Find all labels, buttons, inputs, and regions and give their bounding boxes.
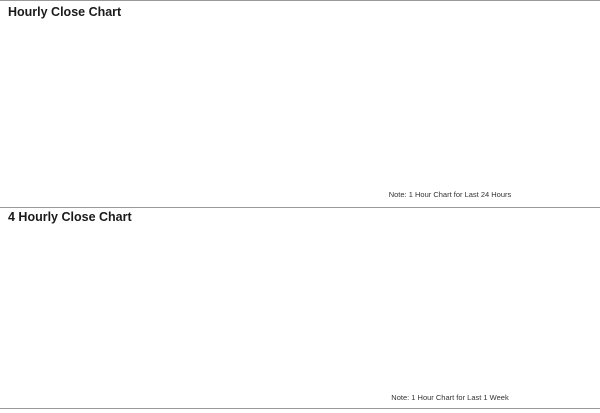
pivot-1week-chart — [300, 228, 600, 378]
four-hourly-close-panel: 4 Hourly Close Chart — [0, 207, 300, 413]
hourly-close-panel: Hourly Close Chart — [0, 0, 300, 207]
pivot-1week-note: Note: 1 Hour Chart for Last 1 Week — [391, 393, 509, 402]
pivot-24h-panel: Note: 1 Hour Chart for Last 24 Hours — [300, 0, 600, 207]
four-hourly-chart-title: 4 Hourly Close Chart — [8, 210, 132, 224]
bottom-separator-line — [0, 408, 600, 409]
middle-separator-line — [0, 207, 600, 208]
pivot-24h-note: Note: 1 Hour Chart for Last 24 Hours — [388, 190, 512, 199]
pivot-24h-chart — [300, 24, 600, 174]
four-hourly-macd-chart — [0, 332, 300, 413]
pivot-1week-panel: Note: 1 Hour Chart for Last 1 Week — [300, 207, 600, 413]
hourly-chart-title: Hourly Close Chart — [8, 5, 122, 19]
top-separator-line — [0, 0, 600, 1]
